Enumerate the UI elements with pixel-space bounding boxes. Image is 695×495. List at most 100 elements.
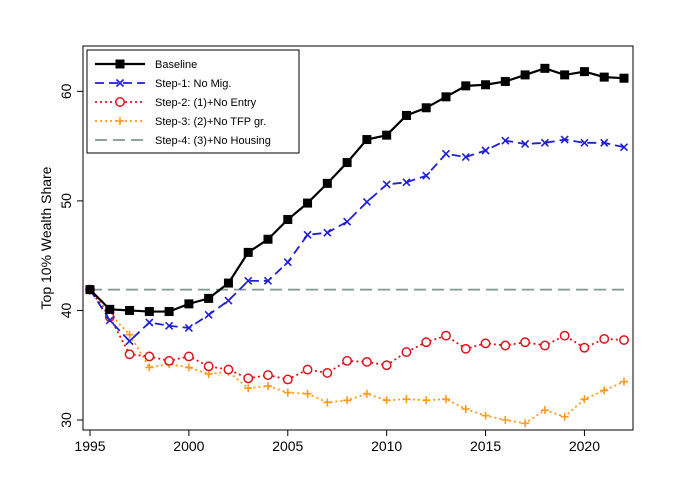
data-point <box>559 330 570 341</box>
data-point <box>381 360 392 371</box>
data-point <box>362 135 372 145</box>
data-point <box>620 377 628 386</box>
data-point <box>244 384 253 393</box>
data-point <box>184 363 193 372</box>
series-line <box>89 138 625 343</box>
data-point <box>204 310 213 319</box>
data-point <box>422 171 431 180</box>
data-point <box>323 228 332 237</box>
data-point <box>105 316 114 325</box>
data-point <box>125 305 135 315</box>
y-tick-label: 30 <box>58 412 74 428</box>
data-point <box>223 278 233 288</box>
data-point <box>115 59 125 69</box>
data-point <box>382 130 392 140</box>
data-point <box>460 343 471 354</box>
data-point <box>540 406 549 415</box>
y-tick-label: 60 <box>58 83 74 99</box>
data-point <box>283 258 292 267</box>
data-point <box>204 369 213 378</box>
data-point <box>263 276 273 285</box>
y-axis-title: Top 10% Wealth Share <box>38 166 54 309</box>
data-point <box>579 342 590 353</box>
legend-label: Step-1: No Mig. <box>155 78 231 90</box>
data-point <box>382 396 391 405</box>
data-point <box>599 333 610 344</box>
data-point <box>184 323 193 333</box>
data-point <box>600 138 609 147</box>
data-point <box>323 398 332 407</box>
x-tick-label: 2005 <box>272 438 303 454</box>
data-point <box>481 411 490 420</box>
data-point <box>183 351 194 362</box>
x-tick-label: 2010 <box>371 438 402 454</box>
data-point <box>619 335 629 345</box>
data-point <box>282 374 293 385</box>
data-point <box>579 67 589 77</box>
data-point <box>619 143 629 152</box>
data-point <box>124 349 135 360</box>
data-point <box>145 363 154 372</box>
legend-label: Step-4: (3)+No Housing <box>155 135 271 147</box>
data-point <box>442 395 450 404</box>
data-point <box>115 97 125 107</box>
data-point <box>203 361 214 372</box>
data-point <box>125 337 134 346</box>
data-point <box>600 386 609 395</box>
data-point <box>145 318 154 327</box>
data-point <box>283 215 293 225</box>
legend-label: Step-2: (1)+No Entry <box>155 97 257 109</box>
data-point <box>164 307 174 317</box>
data-point <box>401 110 411 120</box>
data-point <box>342 158 352 168</box>
data-point <box>223 364 234 375</box>
data-point <box>382 180 391 189</box>
data-point <box>422 396 431 405</box>
data-point <box>521 139 530 148</box>
data-point <box>520 337 531 348</box>
data-point <box>303 389 312 398</box>
data-point <box>302 364 313 375</box>
data-point <box>303 198 313 208</box>
data-point <box>184 299 194 309</box>
plot-frame <box>82 45 634 431</box>
data-point <box>540 63 550 73</box>
data-point <box>539 340 550 351</box>
data-point <box>85 285 95 295</box>
data-point <box>116 117 124 125</box>
series-line <box>89 289 625 381</box>
y-tick-label: 50 <box>58 193 74 209</box>
data-point <box>125 330 134 339</box>
data-point <box>461 81 471 91</box>
data-point <box>481 80 491 90</box>
data-point <box>264 382 272 391</box>
data-point <box>521 419 530 428</box>
data-point <box>361 356 372 367</box>
data-point <box>480 338 491 349</box>
data-point <box>501 416 510 424</box>
data-point <box>144 351 155 362</box>
data-point <box>500 340 511 351</box>
data-point <box>204 293 214 303</box>
data-point <box>481 146 490 155</box>
data-point <box>560 135 569 144</box>
x-tick-label: 2015 <box>470 438 501 454</box>
data-point <box>402 178 411 187</box>
data-point <box>362 197 371 207</box>
data-point <box>441 149 451 158</box>
legend-label: Baseline <box>155 59 197 71</box>
data-point <box>560 70 570 80</box>
data-point <box>283 388 292 397</box>
data-point <box>461 153 470 162</box>
data-point <box>243 373 254 384</box>
data-point <box>263 234 273 244</box>
data-point <box>441 330 451 341</box>
data-point <box>263 370 273 381</box>
data-point <box>560 412 569 421</box>
data-point <box>580 395 589 404</box>
series-2 <box>85 284 629 385</box>
data-point <box>599 72 609 82</box>
data-point <box>421 337 432 348</box>
